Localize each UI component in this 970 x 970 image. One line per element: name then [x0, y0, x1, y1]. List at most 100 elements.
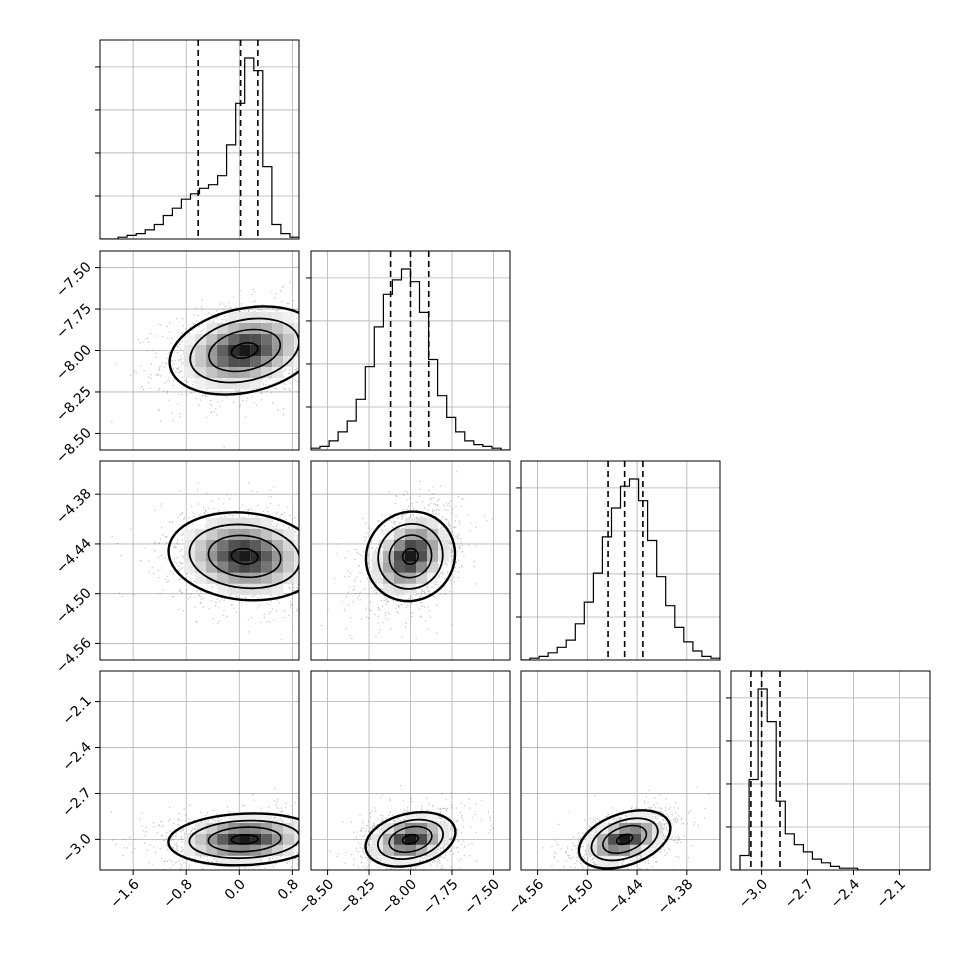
density-cell: [250, 334, 262, 345]
density-cell: [438, 833, 449, 845]
x-tick-label: −2.7: [782, 876, 817, 911]
density-cell: [283, 312, 295, 323]
density-cell: [261, 334, 273, 345]
density-cell: [416, 528, 427, 540]
density-cell: [217, 323, 229, 334]
density-cell: [597, 844, 609, 856]
y-tick-label: −7.75: [53, 301, 95, 343]
density-cell: [272, 528, 284, 540]
density-cell: [416, 822, 427, 834]
density-cell: [438, 539, 449, 551]
density-cell: [195, 356, 207, 367]
density-cell: [294, 822, 299, 834]
x-tick-label: −8.25: [337, 876, 379, 918]
density-cell: [206, 833, 218, 845]
y-tick-label: −2.1: [59, 693, 94, 728]
panel-frame: [520, 460, 721, 661]
density-cell: [261, 572, 273, 584]
contour-line: [590, 817, 659, 862]
density-cell: [228, 561, 240, 573]
density-panel: [311, 461, 510, 660]
density-cell: [261, 356, 273, 367]
panel-frame: [99, 39, 300, 240]
density-cell: [217, 572, 229, 584]
density-cell: [394, 561, 405, 573]
scatter-points: [111, 482, 299, 640]
density-cell: [294, 550, 299, 562]
contour-line: [207, 826, 282, 853]
histogram-panel: [521, 461, 720, 660]
density-cell: [250, 356, 262, 367]
density-cell: [250, 323, 262, 334]
density-cell: [261, 583, 273, 595]
density-cell: [416, 561, 427, 573]
density-cell: [206, 517, 218, 529]
density-cell: [272, 833, 284, 845]
contour-line: [401, 547, 420, 566]
density-cell: [206, 323, 218, 334]
contour-line: [207, 534, 282, 579]
panel-frame: [99, 670, 300, 871]
density-cell: [608, 833, 620, 845]
y-tick-label: −8.00: [53, 342, 95, 384]
density-cell: [383, 550, 394, 562]
y-tick-label: −4.56: [53, 635, 95, 677]
density-cell: [195, 550, 207, 562]
density-cell: [630, 811, 642, 823]
contour-line: [364, 811, 457, 868]
density-cell: [206, 378, 218, 389]
density-cell: [239, 356, 251, 367]
density-cell: [217, 334, 229, 345]
density-cell: [239, 312, 251, 323]
density-cell: [261, 561, 273, 573]
density-cell: [630, 822, 642, 834]
density-cell: [239, 583, 251, 595]
contour-line: [188, 523, 299, 590]
density-cell: [394, 583, 405, 595]
density-cell: [217, 378, 229, 389]
density-cell: [394, 528, 405, 540]
x-tick-label: 0.8: [275, 876, 302, 903]
density-cell: [372, 572, 383, 584]
density-cell: [250, 572, 262, 584]
density-cell: [228, 312, 240, 323]
density-cell: [272, 822, 284, 834]
density-cell: [184, 334, 196, 345]
density-cell: [283, 345, 295, 356]
density-cell: [217, 855, 229, 867]
density-panel: [100, 461, 299, 660]
density-cell: [261, 312, 273, 323]
density-cell: [217, 517, 229, 529]
density-cell: [261, 539, 273, 551]
density-cell: [217, 822, 229, 834]
density-cell: [272, 539, 284, 551]
density-cell: [283, 822, 295, 834]
density-cell: [195, 844, 207, 856]
density-cell: [228, 539, 240, 551]
density-cell: [416, 833, 427, 845]
density-cell: [261, 345, 273, 356]
density-cell: [383, 855, 394, 867]
density-cell: [372, 561, 383, 573]
y-tick-label: −2.7: [59, 785, 94, 820]
density-cell: [184, 539, 196, 551]
density-cell: [239, 833, 251, 845]
density-cell: [283, 550, 295, 562]
density-cell: [416, 550, 427, 562]
density-cell: [405, 561, 416, 573]
density-cell: [206, 367, 218, 378]
contour-line: [401, 833, 420, 845]
density-cell: [261, 367, 273, 378]
density-cell: [405, 539, 416, 551]
density-cell: [405, 822, 416, 834]
density-cell: [383, 833, 394, 845]
density-cell: [239, 517, 251, 529]
density-cell: [195, 572, 207, 584]
density-cell: [195, 822, 207, 834]
density-cell: [239, 572, 251, 584]
density-cell: [394, 822, 405, 834]
histogram-step: [100, 57, 299, 239]
y-tick-label: −4.38: [53, 486, 95, 528]
contour-line: [377, 818, 444, 860]
density-cell: [206, 528, 218, 540]
